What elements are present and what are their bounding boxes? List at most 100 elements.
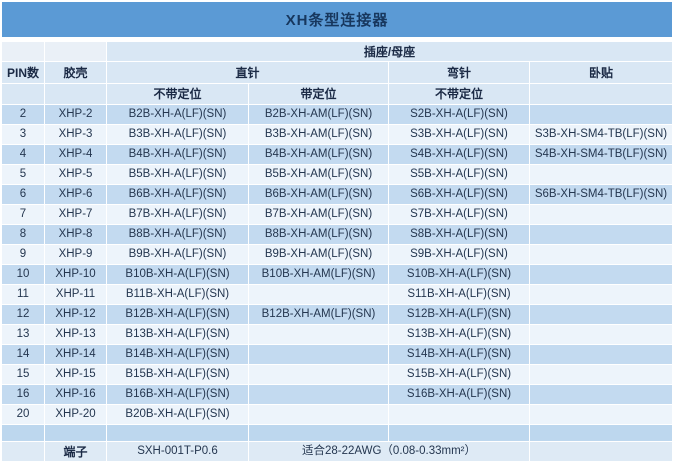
pin-cell: 11 bbox=[2, 285, 45, 304]
straight_boss-cell: B3B-XH-AM(LF)(SN) bbox=[249, 125, 389, 144]
shell-cell: XHP-9 bbox=[45, 245, 107, 264]
table-row: 16 XHP-16 B16B-XH-A(LF)(SN) S16B-XH-A(LF)(S… bbox=[2, 385, 672, 405]
bent-cell: S11B-XH-A(LF)(SN) bbox=[389, 285, 530, 304]
shell-cell: XHP-12 bbox=[45, 305, 107, 324]
terminal-blank-cell bbox=[2, 442, 45, 461]
smd-cell: S3B-XH-SM4-TB(LF)(SN) bbox=[530, 125, 672, 144]
bent-cell: S3B-XH-A(LF)(SN) bbox=[389, 125, 530, 144]
page-title: XH条型连接器 bbox=[285, 12, 389, 29]
smd-cell bbox=[530, 405, 672, 424]
terminal-label: 端子 bbox=[45, 442, 107, 461]
table-row: 20 XHP-20 B20B-XH-A(LF)(SN) bbox=[2, 405, 672, 425]
table-row: 5 XHP-5 B5B-XH-A(LF)(SN) B5B-XH-AM(LF)(SN) S… bbox=[2, 165, 672, 185]
straight_boss-cell bbox=[249, 385, 389, 404]
bent-cell: S4B-XH-A(LF)(SN) bbox=[389, 145, 530, 164]
terminal-part-number: SXH-001T-P0.6 bbox=[107, 442, 249, 461]
header-blank-pin bbox=[2, 42, 45, 61]
shell-cell: XHP-7 bbox=[45, 205, 107, 224]
smd-cell bbox=[530, 365, 672, 384]
pin-cell: 14 bbox=[2, 345, 45, 364]
spacer-row bbox=[2, 425, 672, 442]
table-row: 9 XHP-9 B9B-XH-A(LF)(SN) B9B-XH-AM(LF)(SN) S… bbox=[2, 245, 672, 265]
spacer-cell bbox=[45, 425, 107, 441]
pin-cell: 9 bbox=[2, 245, 45, 264]
spacer-cell bbox=[389, 425, 530, 441]
smd-cell bbox=[530, 385, 672, 404]
pin-cell: 4 bbox=[2, 145, 45, 164]
smd-cell bbox=[530, 345, 672, 364]
smd-cell bbox=[530, 105, 672, 124]
pin-cell: 12 bbox=[2, 305, 45, 324]
table-row: 13 XHP-13 B13B-XH-A(LF)(SN) S13B-XH-A(LF)(S… bbox=[2, 325, 672, 345]
header-bent-pin: 弯针 bbox=[389, 62, 530, 83]
straight_boss-cell bbox=[249, 365, 389, 384]
shell-cell: XHP-13 bbox=[45, 325, 107, 344]
bent-cell: S2B-XH-A(LF)(SN) bbox=[389, 105, 530, 124]
smd-cell bbox=[530, 305, 672, 324]
header-row-socket-group: 插座/母座 bbox=[2, 42, 672, 62]
spacer-cell bbox=[249, 425, 389, 441]
smd-cell: S6B-XH-SM4-TB(LF)(SN) bbox=[530, 185, 672, 204]
straight_no_boss-cell: B14B-XH-A(LF)(SN) bbox=[107, 345, 249, 364]
straight_no_boss-cell: B16B-XH-A(LF)(SN) bbox=[107, 385, 249, 404]
bent-cell: S6B-XH-A(LF)(SN) bbox=[389, 185, 530, 204]
spacer-cell bbox=[2, 425, 45, 441]
spacer-cell bbox=[107, 425, 249, 441]
straight_boss-cell bbox=[249, 345, 389, 364]
straight_boss-cell: B8B-XH-AM(LF)(SN) bbox=[249, 225, 389, 244]
shell-cell: XHP-11 bbox=[45, 285, 107, 304]
straight_no_boss-cell: B10B-XH-A(LF)(SN) bbox=[107, 265, 249, 284]
subheader-bent-no-boss: 不带定位 bbox=[389, 84, 530, 104]
straight_boss-cell bbox=[249, 325, 389, 344]
shell-cell: XHP-15 bbox=[45, 365, 107, 384]
straight_boss-cell: B4B-XH-AM(LF)(SN) bbox=[249, 145, 389, 164]
straight_boss-cell: B12B-XH-AM(LF)(SN) bbox=[249, 305, 389, 324]
smd-cell bbox=[530, 265, 672, 284]
header-row-sub: 不带定位 带定位 不带定位 bbox=[2, 84, 672, 105]
pin-cell: 10 bbox=[2, 265, 45, 284]
pin-cell: 8 bbox=[2, 225, 45, 244]
table-row: 7 XHP-7 B7B-XH-A(LF)(SN) B7B-XH-AM(LF)(SN) S… bbox=[2, 205, 672, 225]
straight_boss-cell: B5B-XH-AM(LF)(SN) bbox=[249, 165, 389, 184]
straight_no_boss-cell: B9B-XH-A(LF)(SN) bbox=[107, 245, 249, 264]
smd-cell bbox=[530, 325, 672, 344]
bent-cell: S14B-XH-A(LF)(SN) bbox=[389, 345, 530, 364]
table-row: 12 XHP-12 B12B-XH-A(LF)(SN) B12B-XH-AM(LF)(… bbox=[2, 305, 672, 325]
table-row: 4 XHP-4 B4B-XH-A(LF)(SN) B4B-XH-AM(LF)(SN) S… bbox=[2, 145, 672, 165]
bent-cell: S12B-XH-A(LF)(SN) bbox=[389, 305, 530, 324]
pin-cell: 13 bbox=[2, 325, 45, 344]
terminal-wire-range: 适合28-22AWG（0.08-0.33mm²） bbox=[249, 442, 530, 461]
straight_no_boss-cell: B7B-XH-A(LF)(SN) bbox=[107, 205, 249, 224]
pin-cell: 6 bbox=[2, 185, 45, 204]
subheader-straight-boss: 带定位 bbox=[249, 84, 389, 104]
pin-cell: 7 bbox=[2, 205, 45, 224]
header-smd: 卧贴 bbox=[530, 62, 672, 83]
pin-cell: 15 bbox=[2, 365, 45, 384]
table-row: 3 XHP-3 B3B-XH-A(LF)(SN) B3B-XH-AM(LF)(SN) S… bbox=[2, 125, 672, 145]
subheader-straight-no-boss: 不带定位 bbox=[107, 84, 249, 104]
table-row: 6 XHP-6 B6B-XH-A(LF)(SN) B6B-XH-AM(LF)(SN) S… bbox=[2, 185, 672, 205]
straight_no_boss-cell: B13B-XH-A(LF)(SN) bbox=[107, 325, 249, 344]
pin-cell: 3 bbox=[2, 125, 45, 144]
straight_no_boss-cell: B3B-XH-A(LF)(SN) bbox=[107, 125, 249, 144]
straight_no_boss-cell: B8B-XH-A(LF)(SN) bbox=[107, 225, 249, 244]
subheader-blank-smd bbox=[530, 84, 672, 104]
straight_no_boss-cell: B20B-XH-A(LF)(SN) bbox=[107, 405, 249, 424]
shell-cell: XHP-10 bbox=[45, 265, 107, 284]
pin-cell: 5 bbox=[2, 165, 45, 184]
straight_boss-cell: B10B-XH-AM(LF)(SN) bbox=[249, 265, 389, 284]
header-straight-pin: 直针 bbox=[107, 62, 389, 83]
bent-cell: S10B-XH-A(LF)(SN) bbox=[389, 265, 530, 284]
subheader-blank-pin bbox=[2, 84, 45, 104]
shell-cell: XHP-16 bbox=[45, 385, 107, 404]
shell-cell: XHP-6 bbox=[45, 185, 107, 204]
shell-cell: XHP-5 bbox=[45, 165, 107, 184]
smd-cell bbox=[530, 285, 672, 304]
header-blank-shell bbox=[45, 42, 107, 61]
straight_boss-cell: B9B-XH-AM(LF)(SN) bbox=[249, 245, 389, 264]
pin-cell: 2 bbox=[2, 105, 45, 124]
terminal-blank-smd-cell bbox=[530, 442, 672, 461]
table-row: 11 XHP-11 B11B-XH-A(LF)(SN) S11B-XH-A(LF)(S… bbox=[2, 285, 672, 305]
bent-cell bbox=[389, 405, 530, 424]
table-body: 2 XHP-2 B2B-XH-A(LF)(SN) B2B-XH-AM(LF)(SN) S… bbox=[2, 105, 672, 425]
